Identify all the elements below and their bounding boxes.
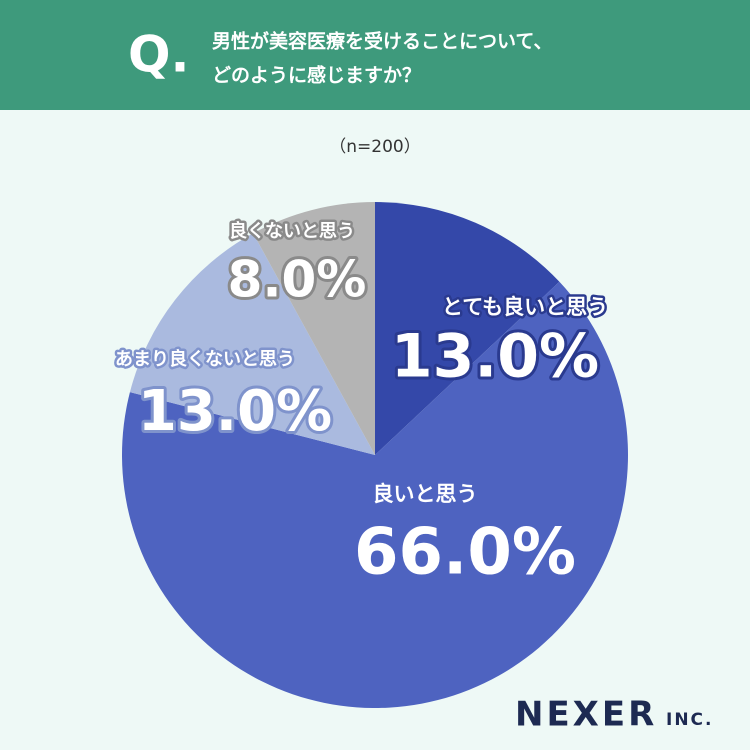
slice-value-label: 66.0% (354, 516, 576, 590)
pie-slice (375, 202, 560, 455)
header-band (0, 0, 750, 110)
labels: とても良いと思う 13.0% 良いと思う 66.0% あまり良くないと思う 13.0% 良く… (113, 218, 611, 590)
logo-main: NEXER (515, 695, 657, 735)
slice-category-label: 良くないと思う (229, 220, 355, 242)
logo-sub: INC. (666, 710, 714, 730)
pie-slice (122, 281, 629, 708)
question-mark: Q. (128, 26, 190, 84)
slice-category-label: あまり良くないと思う (115, 348, 295, 370)
slice-category-label: 良いと思う (373, 482, 478, 506)
pie-slice (253, 202, 375, 455)
chart-subtitle: （n=200） (329, 137, 420, 157)
pie (122, 202, 629, 708)
slice-value-label: 13.0% (138, 379, 332, 444)
slice-value-label: 8.0% (228, 251, 367, 309)
question-line: どのように感じますか？ (212, 64, 421, 87)
question-line: 男性が美容医療を受けることについて、 (212, 30, 552, 53)
pie-slice (129, 233, 375, 455)
slice-category-label: とても良いと思う (442, 295, 608, 319)
slice-value-label: 13.0% (391, 322, 599, 392)
